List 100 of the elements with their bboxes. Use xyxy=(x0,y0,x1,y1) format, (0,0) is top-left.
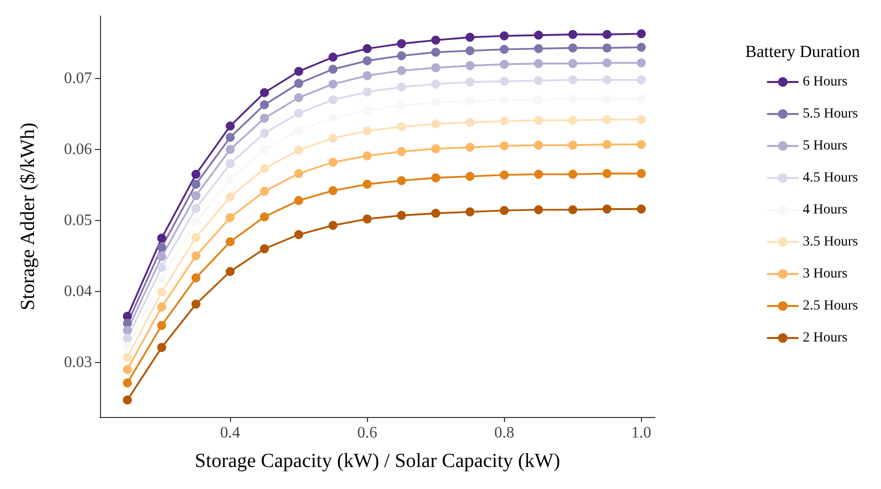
point xyxy=(431,63,440,72)
point xyxy=(466,207,474,216)
point xyxy=(157,234,166,243)
legend-label: 2.5 Hours xyxy=(802,298,858,314)
point xyxy=(328,52,338,62)
point xyxy=(602,43,612,52)
point xyxy=(602,75,612,84)
point xyxy=(568,30,578,39)
point xyxy=(568,170,578,179)
x-tick-label: 1.0 xyxy=(631,424,652,442)
point xyxy=(466,118,474,127)
legend-label: 5 Hours xyxy=(802,138,848,154)
point xyxy=(294,78,304,88)
point xyxy=(500,116,509,126)
point xyxy=(500,60,509,69)
point xyxy=(226,144,235,154)
point xyxy=(362,180,372,189)
point xyxy=(534,140,544,150)
point xyxy=(636,42,646,52)
point xyxy=(260,244,269,254)
point xyxy=(226,174,235,184)
point xyxy=(602,169,612,178)
point xyxy=(157,252,166,262)
point xyxy=(568,140,578,150)
y-axis-title: Storage Adder ($/kWh) xyxy=(17,122,39,310)
legend-title: Battery Duration xyxy=(745,42,860,61)
point xyxy=(500,170,509,180)
point xyxy=(466,78,474,87)
point xyxy=(396,51,406,60)
point xyxy=(157,262,166,272)
point xyxy=(191,180,200,189)
legend-label: 3.5 Hours xyxy=(802,234,858,250)
point xyxy=(191,232,200,242)
point xyxy=(122,326,132,335)
point xyxy=(191,251,200,260)
point xyxy=(157,242,166,252)
point xyxy=(602,30,612,39)
point xyxy=(568,205,578,214)
point xyxy=(328,220,338,230)
point xyxy=(568,59,578,68)
point xyxy=(226,237,235,246)
point xyxy=(534,76,544,86)
legend-label: 5.5 Hours xyxy=(802,106,858,122)
x-tick-label: 0.8 xyxy=(494,424,514,442)
legend-label: 2 Hours xyxy=(802,330,848,346)
point xyxy=(294,146,304,155)
point xyxy=(396,66,406,76)
point xyxy=(122,342,132,352)
legend-label: 4.5 Hours xyxy=(802,170,858,186)
point xyxy=(466,46,474,56)
point xyxy=(226,122,235,131)
point xyxy=(602,204,612,214)
y-tick-label: 0.03 xyxy=(64,354,92,371)
point xyxy=(328,95,338,104)
point xyxy=(260,100,269,110)
point xyxy=(500,44,509,54)
point xyxy=(636,169,646,178)
y-tick-label: 0.07 xyxy=(64,70,92,87)
point xyxy=(534,59,544,68)
point xyxy=(466,32,474,42)
point xyxy=(568,75,578,84)
point xyxy=(122,364,132,374)
point xyxy=(431,36,440,45)
point xyxy=(431,80,440,89)
point xyxy=(226,192,235,202)
point xyxy=(191,300,200,309)
point xyxy=(431,173,440,182)
point xyxy=(328,134,338,143)
point xyxy=(362,44,372,54)
y-tick-label: 0.05 xyxy=(64,212,92,229)
point xyxy=(260,128,269,138)
point xyxy=(602,58,612,68)
point xyxy=(328,158,338,167)
point xyxy=(568,43,578,52)
point xyxy=(260,186,269,196)
point xyxy=(396,122,406,132)
point xyxy=(431,48,440,57)
point xyxy=(362,56,372,66)
point xyxy=(191,170,200,179)
point xyxy=(191,204,200,213)
point xyxy=(466,142,474,152)
point xyxy=(636,75,646,84)
point xyxy=(157,302,166,312)
point xyxy=(294,169,304,178)
point xyxy=(294,230,304,240)
point xyxy=(226,213,235,222)
point xyxy=(157,274,166,284)
point xyxy=(362,151,372,160)
point xyxy=(500,76,509,86)
point xyxy=(122,378,132,388)
point xyxy=(431,208,440,218)
point xyxy=(157,342,166,352)
x-tick-label: 0.6 xyxy=(357,424,378,442)
point xyxy=(226,267,235,276)
point xyxy=(362,87,372,96)
point xyxy=(157,288,166,297)
point xyxy=(191,273,200,282)
point xyxy=(328,64,338,74)
point xyxy=(294,108,304,118)
point xyxy=(534,44,544,54)
